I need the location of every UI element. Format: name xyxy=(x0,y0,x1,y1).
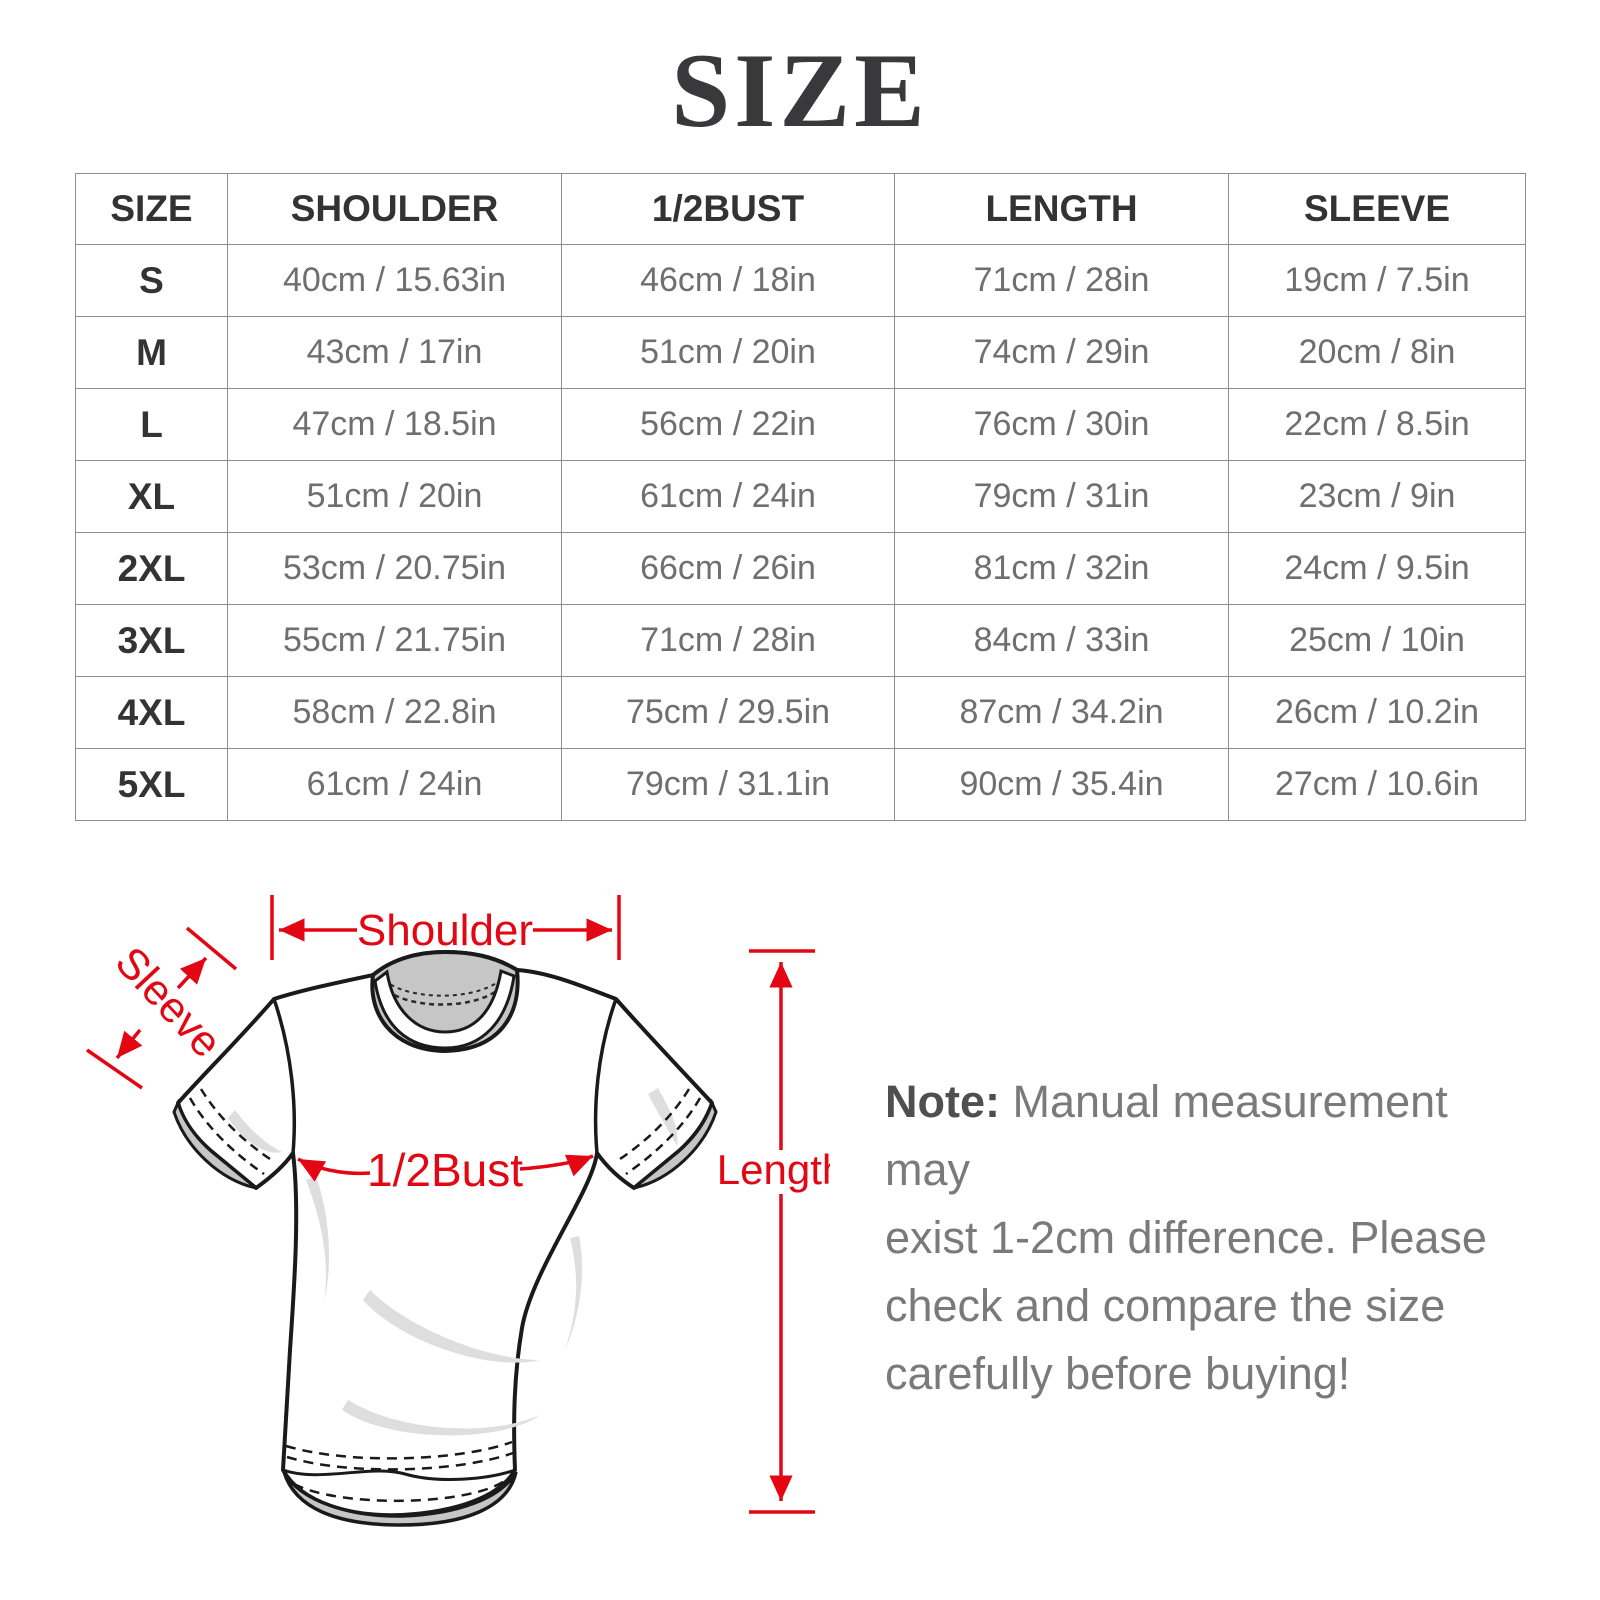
tshirt-measurement-diagram: Shoulder Sleeve 1/2Bust Length xyxy=(86,895,830,1527)
cell-sleeve: 19cm / 7.5in xyxy=(1228,244,1526,317)
half-bust-measure-arrow xyxy=(297,1154,594,1182)
sleeve-hem-left xyxy=(172,1088,274,1190)
cell-shoulder: 61cm / 24in xyxy=(227,748,562,821)
cell-size: L xyxy=(75,388,228,461)
header-shoulder: SHOULDER xyxy=(227,173,562,245)
shoulder-measure-arrow xyxy=(270,895,621,960)
table-row: XL 51cm / 20in 61cm / 24in 79cm / 31in 2… xyxy=(75,460,1526,533)
sleeve-measure-arrow xyxy=(86,926,238,1090)
cell-length: 84cm / 33in xyxy=(894,604,1229,677)
cell-sleeve: 22cm / 8.5in xyxy=(1228,388,1526,461)
sleeve-hem-right xyxy=(616,1088,718,1190)
cell-shoulder: 51cm / 20in xyxy=(227,460,562,533)
cell-shoulder: 53cm / 20.75in xyxy=(227,532,562,605)
cell-size: 4XL xyxy=(75,676,228,749)
header-half-bust: 1/2BUST xyxy=(561,173,895,245)
header-sleeve: SLEEVE xyxy=(1228,173,1526,245)
cell-shoulder: 55cm / 21.75in xyxy=(227,604,562,677)
cell-size: 5XL xyxy=(75,748,228,821)
cell-shoulder: 58cm / 22.8in xyxy=(227,676,562,749)
table-row: 4XL 58cm / 22.8in 75cm / 29.5in 87cm / 3… xyxy=(75,676,1526,749)
cell-length: 76cm / 30in xyxy=(894,388,1229,461)
bottom-hem xyxy=(282,1440,518,1527)
size-table: SIZE SHOULDER 1/2BUST LENGTH SLEEVE S 40… xyxy=(75,173,1526,821)
length-label: Length xyxy=(717,1146,830,1193)
table-row: M 43cm / 17in 51cm / 20in 74cm / 29in 20… xyxy=(75,316,1526,389)
cell-size: S xyxy=(75,244,228,317)
cell-length: 81cm / 32in xyxy=(894,532,1229,605)
cell-sleeve: 20cm / 8in xyxy=(1228,316,1526,389)
cell-size: M xyxy=(75,316,228,389)
note-line: Note: Manual measurement may xyxy=(885,1076,1448,1195)
cell-sleeve: 27cm / 10.6in xyxy=(1228,748,1526,821)
table-row: 2XL 53cm / 20.75in 66cm / 26in 81cm / 32… xyxy=(75,532,1526,605)
note-prefix: Note: xyxy=(885,1076,1000,1127)
table-row: 3XL 55cm / 21.75in 71cm / 28in 84cm / 33… xyxy=(75,604,1526,677)
cell-half-bust: 71cm / 28in xyxy=(561,604,895,677)
half-bust-label: 1/2Bust xyxy=(367,1144,523,1196)
length-measure-arrow xyxy=(749,949,815,1514)
note-line: check and compare the size xyxy=(885,1280,1446,1331)
cell-half-bust: 61cm / 24in xyxy=(561,460,895,533)
sleeve-tick-top xyxy=(185,926,238,971)
table-row: 5XL 61cm / 24in 79cm / 31.1in 90cm / 35.… xyxy=(75,748,1526,821)
cell-shoulder: 43cm / 17in xyxy=(227,316,562,389)
cell-half-bust: 66cm / 26in xyxy=(561,532,895,605)
header-length: LENGTH xyxy=(894,173,1229,245)
header-size: SIZE xyxy=(75,173,228,245)
measurement-note: Note: Manual measurement may exist 1-2cm… xyxy=(885,1068,1515,1408)
cell-half-bust: 79cm / 31.1in xyxy=(561,748,895,821)
cell-half-bust: 56cm / 22in xyxy=(561,388,895,461)
cell-length: 87cm / 34.2in xyxy=(894,676,1229,749)
sleeve-tick-bottom xyxy=(86,1048,143,1090)
cell-size: 3XL xyxy=(75,604,228,677)
table-row: S 40cm / 15.63in 46cm / 18in 71cm / 28in… xyxy=(75,244,1526,317)
table-row: L 47cm / 18.5in 56cm / 22in 76cm / 30in … xyxy=(75,388,1526,461)
cell-length: 71cm / 28in xyxy=(894,244,1229,317)
page-title: SIZE xyxy=(671,32,929,149)
cell-shoulder: 40cm / 15.63in xyxy=(227,244,562,317)
note-line: carefully before buying! xyxy=(885,1348,1351,1399)
table-header-row: SIZE SHOULDER 1/2BUST LENGTH SLEEVE xyxy=(75,173,1526,245)
cell-half-bust: 46cm / 18in xyxy=(561,244,895,317)
tshirt-outline xyxy=(176,950,714,1518)
cell-sleeve: 24cm / 9.5in xyxy=(1228,532,1526,605)
cell-shoulder: 47cm / 18.5in xyxy=(227,388,562,461)
cell-length: 74cm / 29in xyxy=(894,316,1229,389)
fabric-wrinkles xyxy=(228,1088,678,1436)
cell-half-bust: 51cm / 20in xyxy=(561,316,895,389)
cell-size: XL xyxy=(75,460,228,533)
cell-half-bust: 75cm / 29.5in xyxy=(561,676,895,749)
cell-length: 79cm / 31in xyxy=(894,460,1229,533)
cell-size: 2XL xyxy=(75,532,228,605)
note-line: exist 1-2cm difference. Please xyxy=(885,1212,1487,1263)
cell-length: 90cm / 35.4in xyxy=(894,748,1229,821)
collar xyxy=(370,949,520,1054)
shoulder-label: Shoulder xyxy=(357,906,533,955)
cell-sleeve: 23cm / 9in xyxy=(1228,460,1526,533)
cell-sleeve: 26cm / 10.2in xyxy=(1228,676,1526,749)
cell-sleeve: 25cm / 10in xyxy=(1228,604,1526,677)
